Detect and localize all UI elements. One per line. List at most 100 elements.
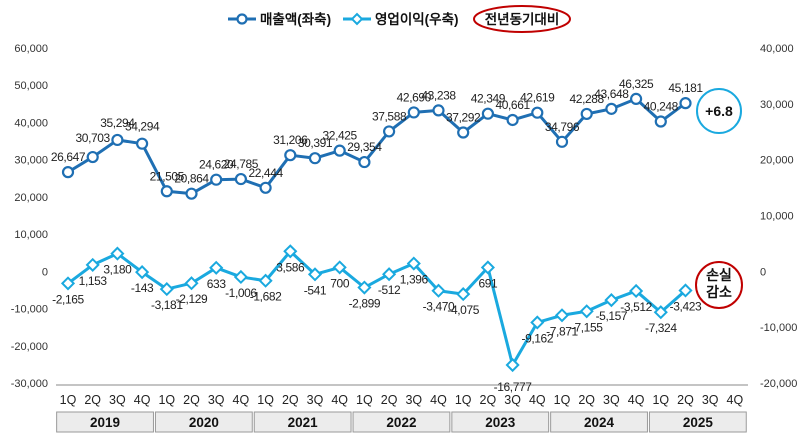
op-profit-data-label: -512	[378, 283, 401, 297]
y-left-tick-label: 30,000	[14, 155, 48, 167]
year-group-label: 2020	[189, 415, 219, 430]
sales-data-label: 32,425	[323, 129, 358, 143]
op-profit-point	[184, 276, 199, 291]
op-profit-point	[307, 267, 323, 282]
op-profit-data-label: -9,162	[521, 331, 553, 345]
sales-point	[555, 135, 569, 148]
sales-data-label: 42,349	[471, 92, 506, 106]
y-right-tick-label: 40,000	[760, 43, 794, 55]
series-layer	[60, 92, 693, 373]
yoy-badge-outline	[473, 5, 571, 33]
y-left-tick-label: 60,000	[14, 43, 48, 55]
op-profit-data-label: -2,129	[176, 292, 208, 306]
op-profit-data-label: -1,682	[250, 290, 282, 304]
op-profit-point	[283, 244, 298, 259]
sales-point	[136, 137, 149, 150]
sales-point	[333, 144, 346, 157]
sales-point	[629, 92, 643, 106]
sales-data-label: 46,325	[619, 77, 654, 91]
op-profit-data-label: 3,180	[103, 263, 132, 277]
year-group-label: 2022	[386, 415, 416, 430]
legend-op-profit-marker	[350, 12, 364, 26]
sales-data-label: 37,292	[446, 111, 481, 125]
op-profit-data-label: -7,324	[645, 321, 677, 335]
y-right-tick-label: 20,000	[760, 155, 794, 167]
y-left-tick-label: -10,000	[11, 304, 48, 316]
year-group-cell	[648, 411, 747, 433]
year-group-label: 2023	[485, 415, 516, 430]
sales-data-label: 29,354	[347, 140, 382, 154]
x-tick-label: 4Q	[529, 393, 546, 407]
x-tick-label: 4Q	[331, 393, 348, 407]
sales-point	[111, 133, 124, 147]
year-group-cell	[56, 411, 154, 433]
sales-point	[160, 185, 173, 198]
op-profit-point	[159, 282, 174, 297]
x-tick-label: 3Q	[307, 393, 324, 407]
sales-point	[457, 126, 470, 139]
year-group-cell	[550, 411, 648, 433]
op-profit-data-label: 700	[330, 276, 350, 290]
x-tick-label: 2Q	[183, 393, 200, 407]
op-profit-data-label: 691	[478, 276, 498, 290]
sales-point	[407, 106, 420, 119]
op-profit-data-label: -16,777	[494, 380, 533, 394]
x-tick-label: 1Q	[60, 393, 77, 407]
legend-sales-marker	[236, 13, 248, 25]
sales-yoy-badge-text: +6.8	[705, 103, 733, 119]
axes: -30,000 -20,000 -10,000 0 10,000 20,000 30,000…	[11, 43, 797, 433]
year-group-cell	[352, 411, 451, 433]
op-profit-point	[209, 260, 224, 275]
sales-data-label: 37,588	[372, 109, 407, 123]
x-tick-label: 4Q	[727, 393, 744, 407]
sales-data-label: 45,181	[668, 81, 703, 95]
year-group-label: 2025	[683, 415, 714, 430]
sales-data-label: 34,796	[545, 120, 580, 134]
y-left-tick-label: 20,000	[14, 192, 48, 204]
sales-data-label: 20,864	[174, 172, 209, 186]
sales-data-label: 26,647	[51, 150, 86, 164]
sales-point	[679, 97, 692, 110]
op-profit-point	[629, 283, 644, 299]
op-profit-point	[480, 260, 495, 275]
op-profit-data-label: -1,006	[225, 286, 257, 300]
sales-point	[185, 187, 198, 200]
op-profit-data-label: 1,396	[400, 273, 429, 287]
op-profit-yoy-badge	[695, 261, 743, 309]
year-group-cell	[253, 411, 352, 433]
year-group-label: 2024	[584, 415, 615, 430]
sales-data-label: 42,690	[397, 90, 432, 104]
op-profit-point	[135, 265, 150, 280]
op-profit-data-label: 633	[207, 277, 227, 291]
op-profit-point	[110, 246, 125, 261]
year-group-label: 2021	[288, 415, 319, 430]
x-tick-label: 3Q	[109, 393, 126, 407]
op-profit-data-label: 1,153	[79, 274, 108, 288]
op-profit-data-label: -3,181	[151, 298, 183, 312]
sales-point	[210, 173, 223, 186]
sales-point	[432, 104, 445, 117]
op-profit-data-label: -2,165	[52, 292, 84, 306]
sales-point	[481, 107, 494, 120]
op-profit-data-label: -5,157	[596, 309, 628, 323]
sales-data-label: 42,619	[520, 91, 555, 105]
op-profit-point	[258, 273, 273, 288]
op-profit-data-label: -7,871	[546, 324, 578, 338]
op-profit-data-label: 3,586	[276, 260, 305, 274]
sales-data-label: 40,248	[644, 100, 679, 114]
x-tick-label: 3Q	[208, 393, 225, 407]
year-group-cell	[154, 411, 253, 433]
y-right-tick-label: 10,000	[760, 211, 794, 223]
sales-data-label: 30,391	[298, 136, 333, 150]
sales-data-label: 30,703	[76, 131, 111, 145]
y-right-tick-label: 30,000	[760, 99, 794, 111]
x-tick-label: 4Q	[430, 393, 447, 407]
x-tick-label: 3Q	[504, 393, 521, 407]
x-tick-label: 1Q	[257, 393, 274, 407]
x-tick-label: 2Q	[480, 393, 497, 407]
x-tick-label: 2Q	[282, 393, 299, 407]
sales-data-label: 34,294	[125, 120, 160, 134]
sales-data-label: 22,444	[248, 166, 283, 180]
